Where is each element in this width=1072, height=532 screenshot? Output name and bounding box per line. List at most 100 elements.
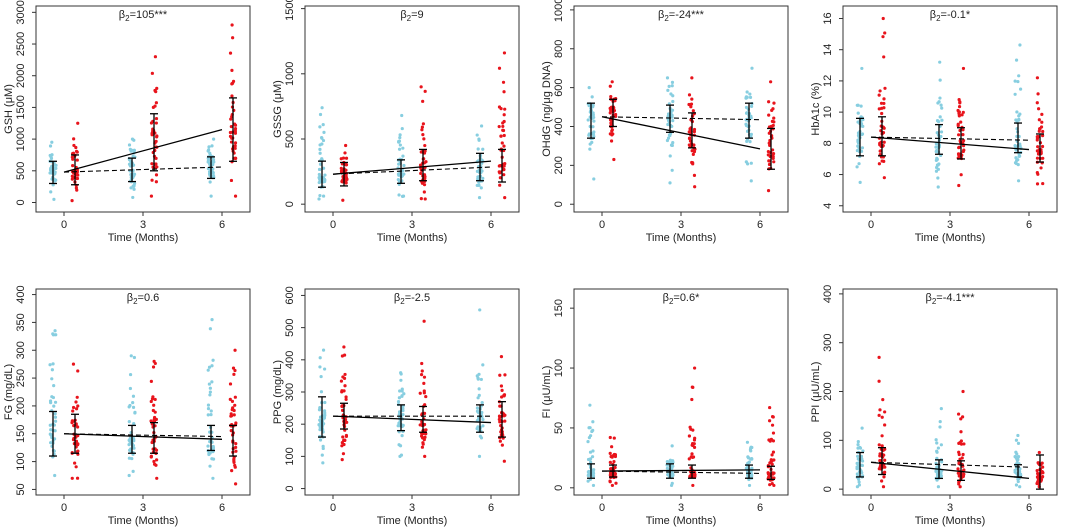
- treatment-point: [612, 157, 616, 162]
- treatment-point: [693, 366, 697, 370]
- treatment-point: [502, 51, 507, 55]
- treatment-point: [154, 180, 158, 184]
- control-point: [859, 104, 863, 108]
- treatment-point: [877, 443, 881, 447]
- treatment-point: [233, 144, 237, 148]
- treatment-point: [881, 485, 886, 489]
- treatment-point: [152, 418, 156, 422]
- control-point: [127, 420, 131, 424]
- control-point: [320, 453, 324, 457]
- treatment-point: [233, 146, 237, 150]
- y-tick-label: 1000: [553, 0, 565, 22]
- treatment-point: [610, 128, 614, 132]
- treatment-point: [877, 107, 881, 111]
- treatment-point: [340, 440, 344, 445]
- treatment-point: [1036, 145, 1040, 149]
- control-point: [666, 112, 671, 116]
- treatment-point: [76, 442, 80, 446]
- control-point: [746, 455, 750, 459]
- control-point: [475, 409, 480, 413]
- control-point: [210, 364, 214, 368]
- treatment-point: [883, 458, 887, 462]
- treatment-point: [690, 97, 694, 101]
- chart-panel-1: 0 500 1000 1500 2000 2500 3000 0 3 6 Time (Months)…: [3, 0, 251, 244]
- control-point: [481, 424, 485, 428]
- treatment-point: [688, 103, 693, 107]
- treatment-point: [958, 485, 962, 489]
- treatment-point: [419, 85, 423, 89]
- treatment-point: [1040, 120, 1044, 124]
- treatment-point: [608, 451, 612, 455]
- treatment-point: [341, 452, 346, 456]
- control-point: [591, 111, 595, 115]
- y-tick-label: 3000: [15, 0, 27, 24]
- treatment-point: [1040, 470, 1045, 474]
- treatment-point: [877, 162, 881, 166]
- treatment-point: [767, 419, 772, 423]
- control-point: [477, 196, 482, 200]
- treatment-point: [690, 452, 694, 456]
- control-point: [1014, 455, 1018, 459]
- control-point: [1013, 92, 1017, 96]
- control-point: [396, 172, 401, 176]
- control-point: [935, 131, 939, 135]
- treatment-point: [497, 414, 502, 418]
- control-fit-line: [332, 166, 492, 175]
- treatment-point: [344, 156, 349, 160]
- control-point: [744, 160, 748, 164]
- treatment-point: [768, 483, 772, 487]
- treatment-point: [154, 448, 159, 452]
- control-point: [479, 124, 484, 128]
- control-point: [860, 457, 864, 461]
- control-point: [1016, 163, 1020, 167]
- control-point: [51, 362, 55, 366]
- treatment-point: [150, 178, 154, 182]
- control-point: [48, 363, 52, 367]
- control-point: [939, 130, 944, 134]
- control-point: [668, 181, 672, 185]
- control-point: [670, 143, 674, 147]
- treatment-point: [769, 80, 773, 84]
- y-tick-label: 4: [822, 203, 834, 209]
- control-point: [938, 78, 942, 82]
- treatment-point: [692, 127, 697, 132]
- treatment-point: [497, 66, 502, 70]
- control-point: [399, 372, 403, 376]
- treatment-point: [771, 152, 776, 156]
- control-point: [128, 147, 132, 151]
- control-point: [481, 363, 485, 367]
- treatment-point: [769, 458, 773, 462]
- treatment-point: [883, 423, 887, 427]
- control-point: [749, 179, 753, 183]
- control-point: [858, 180, 862, 184]
- treatment-point: [76, 121, 80, 125]
- treatment-point: [74, 186, 78, 190]
- control-point: [935, 472, 939, 476]
- chart-title: β2=9: [400, 9, 423, 23]
- treatment-point: [76, 369, 80, 373]
- control-point: [938, 425, 942, 429]
- control-point: [211, 446, 215, 450]
- control-point: [665, 466, 670, 470]
- treatment-point: [692, 173, 697, 177]
- treatment-point: [503, 196, 507, 200]
- treatment-point: [498, 171, 502, 175]
- control-point: [321, 444, 325, 449]
- y-tick-label: 200: [15, 397, 27, 415]
- y-tick-label: 12: [822, 75, 834, 87]
- treatment-point: [71, 164, 75, 168]
- control-point: [744, 105, 749, 110]
- control-point: [401, 169, 405, 173]
- treatment-point: [502, 167, 506, 172]
- control-point: [666, 136, 671, 140]
- treatment-point: [608, 479, 612, 483]
- control-point: [402, 392, 406, 396]
- treatment-point: [692, 445, 697, 449]
- treatment-point: [498, 373, 502, 377]
- treatment-point: [883, 465, 887, 469]
- treatment-point: [344, 168, 348, 172]
- control-point: [939, 103, 943, 107]
- control-point: [398, 389, 402, 393]
- control-point: [940, 118, 944, 122]
- control-point: [49, 428, 53, 432]
